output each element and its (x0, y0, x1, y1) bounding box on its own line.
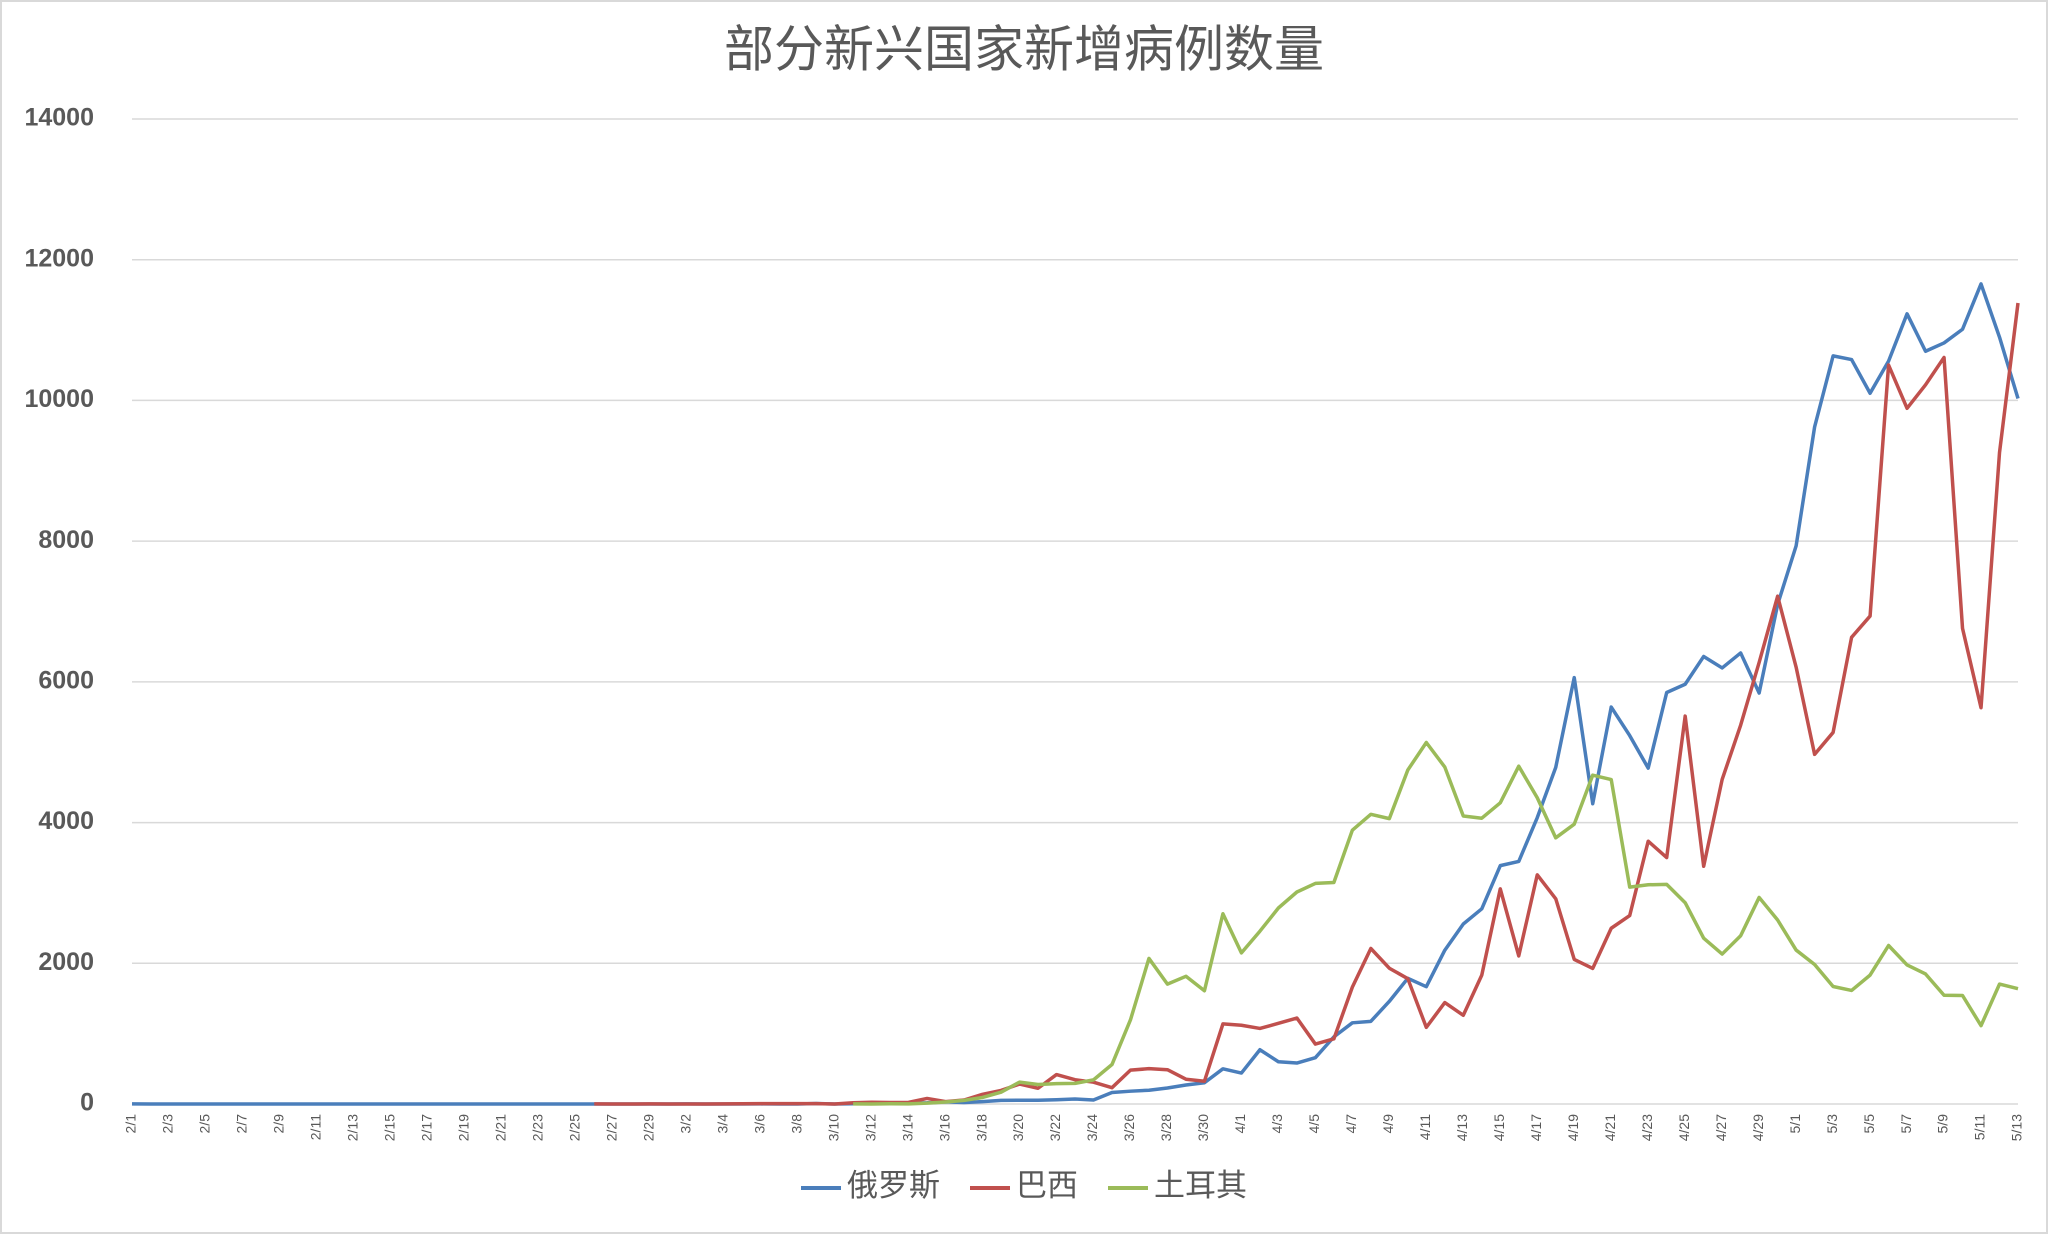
x-tick-label: 2/25 (566, 1114, 582, 1141)
x-tick-label: 5/1 (1787, 1114, 1803, 1134)
legend-label: 俄罗斯 (847, 1168, 940, 1203)
x-tick-label: 2/21 (493, 1114, 509, 1141)
x-tick-label: 3/20 (1010, 1114, 1026, 1141)
x-tick-label: 4/21 (1602, 1114, 1618, 1141)
x-tick-label: 2/11 (308, 1114, 324, 1140)
x-tick-label: 2/15 (382, 1114, 398, 1141)
x-tick-label: 3/26 (1121, 1114, 1137, 1141)
x-tick-label: 4/17 (1528, 1114, 1544, 1141)
x-tick-label: 2/1 (123, 1114, 139, 1134)
y-tick-label: 6000 (38, 666, 94, 694)
y-tick-label: 2000 (38, 948, 94, 976)
x-tick-label: 2/19 (456, 1114, 472, 1141)
x-tick-label: 2/9 (271, 1114, 287, 1134)
x-tick-label: 5/13 (2009, 1114, 2025, 1141)
series-line (853, 740, 2019, 1106)
x-tick-label: 3/24 (1084, 1114, 1100, 1141)
x-tick-label: 4/5 (1306, 1114, 1322, 1134)
chart-title: 部分新兴国家新增病例数量 (724, 21, 1324, 77)
x-tick-label: 4/25 (1676, 1114, 1692, 1141)
x-tick-label: 3/12 (862, 1114, 878, 1141)
x-tick-label: 5/11 (1972, 1114, 1988, 1140)
y-tick-label: 14000 (24, 104, 94, 132)
x-tick-label: 2/7 (234, 1114, 250, 1134)
x-tick-label: 4/15 (1491, 1114, 1507, 1141)
x-tick-label: 3/2 (677, 1114, 693, 1134)
x-tick-label: 3/10 (825, 1114, 841, 1141)
x-tick-label: 4/27 (1713, 1114, 1729, 1141)
x-tick-label: 5/3 (1824, 1114, 1840, 1134)
x-tick-label: 3/14 (899, 1114, 915, 1141)
x-tick-label: 2/29 (640, 1114, 656, 1141)
x-tick-label: 2/13 (345, 1114, 361, 1141)
y-tick-label: 4000 (38, 807, 94, 835)
x-tick-label: 3/28 (1158, 1114, 1174, 1141)
x-tick-label: 3/30 (1195, 1114, 1211, 1141)
x-tick-label: 4/23 (1639, 1114, 1655, 1141)
x-tick-label: 3/22 (1047, 1114, 1063, 1141)
x-tick-label: 5/5 (1861, 1114, 1877, 1134)
series-line (131, 282, 2020, 1106)
x-tick-label: 3/6 (751, 1114, 767, 1134)
legend-label: 土耳其 (1154, 1168, 1247, 1203)
x-tick-label: 2/3 (160, 1114, 176, 1134)
x-tick-label: 3/8 (788, 1114, 804, 1134)
x-tick-label: 2/17 (419, 1114, 435, 1141)
x-tick-label: 2/23 (529, 1114, 545, 1141)
x-tick-label: 3/18 (973, 1114, 989, 1141)
series-line (594, 302, 2020, 1106)
x-tick-label: 2/5 (197, 1114, 213, 1134)
x-tick-label: 5/9 (1935, 1114, 1951, 1134)
x-tick-label: 3/16 (936, 1114, 952, 1141)
y-tick-label: 0 (80, 1089, 94, 1117)
x-tick-label: 2/27 (603, 1114, 619, 1141)
y-tick-label: 10000 (24, 385, 94, 413)
x-tick-label: 4/11 (1417, 1114, 1433, 1140)
x-tick-label: 4/13 (1454, 1114, 1470, 1141)
y-tick-label: 8000 (38, 526, 94, 554)
x-tick-label: 4/7 (1343, 1114, 1359, 1134)
y-tick-label: 12000 (24, 244, 94, 272)
x-tick-label: 4/29 (1750, 1114, 1766, 1141)
x-tick-label: 4/19 (1565, 1114, 1581, 1141)
x-tick-label: 4/9 (1380, 1114, 1396, 1134)
x-tick-label: 3/4 (714, 1114, 730, 1134)
x-tick-label: 4/1 (1232, 1114, 1248, 1134)
x-tick-label: 4/3 (1269, 1114, 1285, 1134)
legend-label: 巴西 (1016, 1168, 1078, 1203)
x-tick-label: 5/7 (1898, 1114, 1914, 1134)
